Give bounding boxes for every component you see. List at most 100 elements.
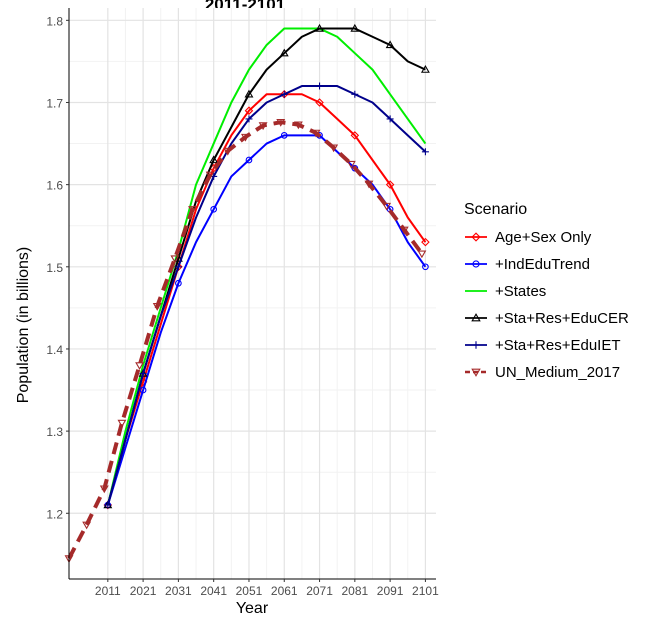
x-tick-label: 2011: [95, 584, 121, 598]
marker-triangle-down: [258, 122, 268, 131]
legend-item: +Sta+Res+EduIET: [465, 337, 621, 354]
series-line: [67, 120, 424, 560]
y-tick-label: 1.7: [46, 96, 63, 110]
marker-triangle-down: [382, 202, 392, 211]
marker-triangle-down: [170, 255, 180, 264]
x-tick-label: 2041: [200, 584, 227, 598]
marker-plus: [104, 501, 112, 509]
marker-triangle-down: [99, 485, 109, 494]
x-axis-title: Year: [236, 600, 269, 617]
marker-triangle-down: [223, 147, 233, 156]
marker-triangle-down: [471, 368, 481, 377]
legend-title: Scenario: [464, 201, 527, 218]
x-tick-label: 2071: [306, 584, 333, 598]
marker-plus: [280, 90, 288, 98]
marker-circle: [175, 279, 182, 287]
y-tick-label: 1.2: [46, 507, 63, 521]
marker-plus: [472, 341, 480, 349]
marker-circle: [245, 156, 253, 164]
legend-item: UN_Medium_2017: [465, 364, 620, 381]
marker-diamond: [350, 131, 360, 140]
legend-label: +States: [495, 283, 546, 300]
marker-triangle-down: [152, 303, 162, 311]
x-tick-label: 2021: [130, 584, 157, 598]
legend: Scenario Age+Sex Only +IndEduTrend +States…: [464, 201, 629, 381]
marker-circle: [422, 263, 429, 271]
marker-diamond: [315, 98, 324, 107]
marker-triangle-up: [244, 89, 254, 98]
x-tick-labels: 2011 2021 2031 2041 2051 2061 2071 2081 2091 2101: [95, 579, 439, 598]
marker-triangle-down: [293, 121, 303, 130]
marker-plus: [174, 263, 182, 271]
legend-label: +IndEduTrend: [495, 256, 590, 273]
series-line: [106, 27, 427, 506]
y-tick-label: 1.6: [46, 179, 63, 193]
x-tick-label: 2061: [271, 584, 298, 598]
marker-triangle-down: [117, 419, 127, 428]
legend-item: +Sta+Res+EduCER: [465, 310, 629, 327]
marker-triangle-up: [350, 23, 360, 32]
marker-triangle-up: [315, 23, 324, 32]
marker-triangle-down: [399, 226, 409, 235]
marker-triangle-up: [385, 40, 395, 49]
marker-triangle-up: [420, 65, 430, 73]
marker-triangle-down: [188, 206, 197, 214]
marker-triangle-down: [364, 180, 374, 189]
marker-triangle-down: [205, 171, 215, 180]
axes: [68, 8, 436, 580]
marker-triangle-down: [276, 119, 286, 127]
marker-triangle-down: [135, 362, 145, 370]
marker-diamond: [471, 232, 481, 242]
x-tick-label: 2051: [236, 584, 263, 598]
marker-plus: [245, 115, 253, 123]
x-tick-label: 2031: [165, 584, 192, 598]
legend-item: Age+Sex Only: [465, 229, 592, 246]
marker-plus: [139, 370, 147, 378]
marker-plus: [316, 82, 324, 90]
series-line: [106, 134, 427, 506]
legend-label: +Sta+Res+EduIET: [495, 337, 621, 354]
marker-diamond: [244, 106, 254, 115]
legend-item: +States: [465, 283, 546, 300]
plot-area: [69, 8, 436, 579]
marker-triangle-down: [311, 129, 321, 138]
series-line: [106, 93, 427, 506]
marker-circle: [139, 386, 147, 394]
marker-triangle-down: [82, 521, 92, 530]
series-layer: [64, 23, 430, 564]
series-line: [106, 85, 427, 506]
marker-triangle-down: [417, 250, 427, 259]
x-tick-label: 2091: [377, 584, 404, 598]
marker-diamond: [421, 237, 430, 247]
marker-plus: [386, 115, 394, 123]
legend-label: UN_Medium_2017: [495, 364, 620, 381]
legend-label: +Sta+Res+EduCER: [495, 310, 629, 327]
marker-circle: [472, 260, 480, 268]
marker-plus: [351, 90, 359, 98]
series-5: [64, 119, 427, 564]
marker-plus: [421, 148, 429, 156]
marker-triangle-down: [240, 133, 250, 142]
marker-triangle-down: [346, 160, 356, 169]
y-tick-labels: 1.2 1.3 1.4 1.5 1.6 1.7 1.8: [46, 14, 69, 521]
marker-triangle-up: [209, 155, 219, 164]
series-4: [104, 82, 429, 509]
y-tick-label: 1.8: [46, 14, 63, 28]
y-tick-label: 1.5: [46, 261, 63, 275]
marker-triangle-up: [279, 48, 289, 57]
marker-circle: [280, 131, 288, 139]
marker-triangle-up: [471, 313, 481, 322]
y-tick-label: 1.4: [46, 343, 63, 357]
legend-label: Age+Sex Only: [495, 229, 592, 246]
x-tick-label: 2101: [412, 584, 439, 598]
y-axis-title: Population (in billions): [15, 247, 32, 404]
marker-circle: [210, 205, 218, 213]
minor-gridlines: [69, 8, 436, 579]
x-tick-label: 2081: [341, 584, 368, 598]
legend-item: +IndEduTrend: [465, 256, 590, 273]
y-tick-label: 1.3: [46, 425, 63, 439]
series-2: [106, 27, 427, 506]
marker-triangle-down: [329, 144, 339, 153]
marker-diamond: [385, 180, 395, 189]
